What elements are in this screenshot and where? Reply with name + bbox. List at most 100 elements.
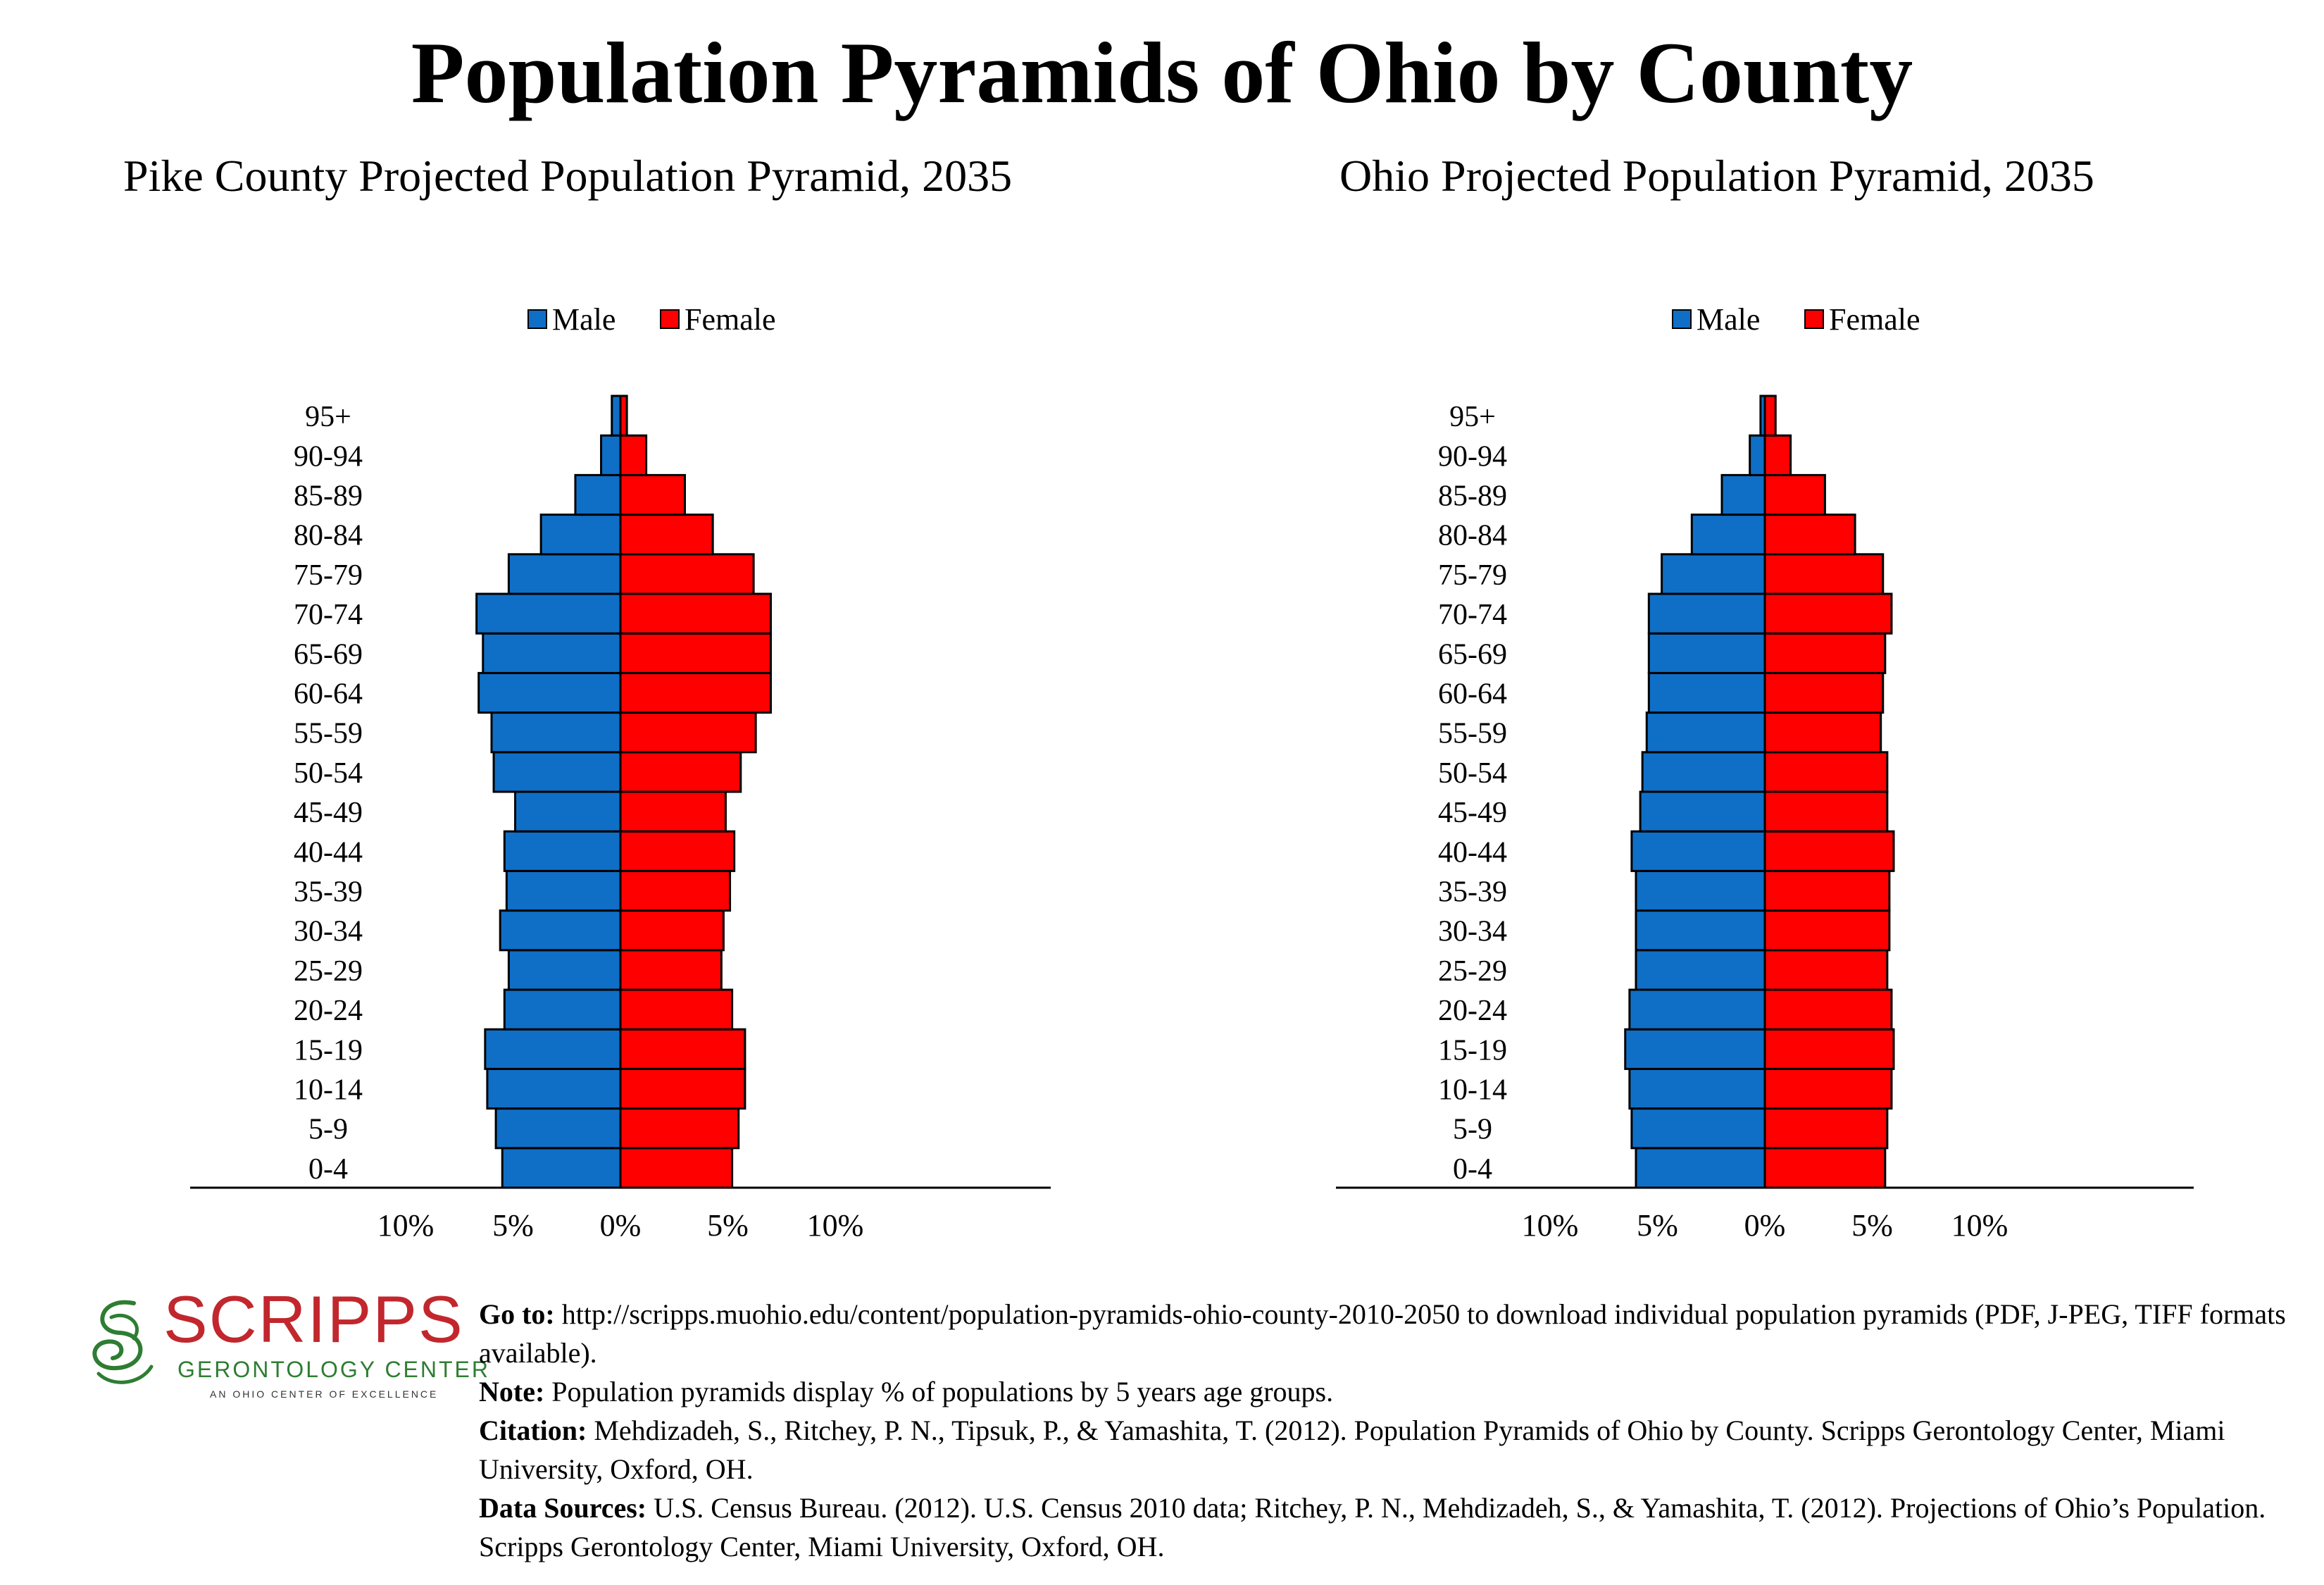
pike-tick-label-4: 10%	[807, 1208, 864, 1243]
pike-bar-male-30-34	[499, 909, 622, 952]
pike-age-label-50-54: 50-54	[294, 757, 363, 790]
ohio-age-label-75-79: 75-79	[1438, 559, 1507, 592]
ohio-age-label-5-9: 5-9	[1453, 1114, 1492, 1146]
ohio-bar-female-90-94	[1763, 434, 1792, 476]
pike-bar-female-5-9	[619, 1107, 740, 1150]
pike-bar-male-25-29	[507, 949, 622, 991]
scripps-logo: SCRIPPS GERONTOLOGY CENTER AN OHIO CENTE…	[85, 1286, 488, 1402]
ohio-bar-female-75-79	[1763, 553, 1885, 595]
pike-bar-male-10-14	[486, 1067, 622, 1110]
pike-bar-male-65-69	[482, 632, 622, 674]
pike-bar-female-95+	[619, 394, 628, 437]
pike-bar-female-0-4	[619, 1147, 734, 1189]
ohio-bar-male-25-29	[1635, 949, 1766, 991]
note-label: Note:	[479, 1376, 545, 1407]
ohio-bar-female-50-54	[1763, 751, 1889, 793]
scripps-swirl-icon	[92, 1300, 154, 1384]
ohio-bar-male-80-84	[1690, 514, 1766, 556]
pike-age-label-85-89: 85-89	[294, 480, 363, 513]
pike-legend-male-label: Male	[552, 302, 616, 337]
ohio-bar-female-80-84	[1763, 514, 1856, 556]
pike-bar-female-15-19	[619, 1028, 746, 1070]
ohio-bar-female-70-74	[1763, 592, 1893, 635]
pike-bar-male-75-79	[507, 553, 622, 595]
ohio-bar-male-40-44	[1630, 830, 1766, 872]
pike-age-label-55-59: 55-59	[294, 718, 363, 750]
ohio-age-label-55-59: 55-59	[1438, 718, 1507, 750]
pike-bar-female-20-24	[619, 988, 734, 1031]
ohio-bar-male-5-9	[1630, 1107, 1766, 1150]
goto-line: Go to: http://scripps.muohio.edu/content…	[479, 1295, 2310, 1372]
pike-age-label-40-44: 40-44	[294, 836, 363, 869]
pike-age-label-90-94: 90-94	[294, 440, 363, 473]
ohio-tick-label-0: 10%	[1522, 1208, 1579, 1243]
ohio-bar-male-55-59	[1645, 711, 1766, 754]
ohio-legend-male-label: Male	[1697, 302, 1760, 337]
ohio-bar-female-15-19	[1763, 1028, 1895, 1070]
pike-bar-male-85-89	[574, 473, 622, 516]
ohio-bar-male-35-39	[1635, 869, 1766, 912]
ohio-bar-male-0-4	[1635, 1147, 1766, 1189]
logo-subtitle: GERONTOLOGY CENTER	[177, 1357, 490, 1382]
pike-legend-female-label: Female	[685, 302, 776, 337]
pike-bar-female-30-34	[619, 909, 725, 952]
ohio-bar-female-45-49	[1763, 790, 1889, 833]
ohio-legend-male-swatch	[1672, 309, 1692, 329]
pike-age-label-60-64: 60-64	[294, 678, 363, 711]
pike-age-label-0-4: 0-4	[308, 1153, 348, 1186]
pike-age-label-75-79: 75-79	[294, 559, 363, 592]
ohio-bar-male-45-49	[1639, 790, 1766, 833]
pike-bar-male-55-59	[490, 711, 622, 754]
chart-title-pike: Pike County Projected Population Pyramid…	[123, 151, 1013, 201]
pike-bar-male-50-54	[492, 751, 622, 793]
pike-bar-male-95+	[611, 394, 622, 437]
pike-bar-female-75-79	[619, 553, 755, 595]
ohio-age-label-10-14: 10-14	[1438, 1074, 1507, 1107]
ohio-bar-female-55-59	[1763, 711, 1882, 754]
pike-legend-female-swatch	[660, 309, 680, 329]
ohio-age-label-40-44: 40-44	[1438, 836, 1507, 869]
pike-legend-male-swatch	[527, 309, 547, 329]
sources-label: Data Sources:	[479, 1492, 647, 1524]
pike-bar-male-80-84	[539, 514, 622, 556]
pike-age-label-10-14: 10-14	[294, 1074, 363, 1107]
pike-age-label-5-9: 5-9	[308, 1114, 348, 1146]
pike-bar-male-5-9	[494, 1107, 622, 1150]
pike-tick-label-1: 5%	[492, 1208, 534, 1243]
pike-age-label-70-74: 70-74	[294, 599, 363, 631]
ohio-tick-label-1: 5%	[1637, 1208, 1678, 1243]
pike-age-label-35-39: 35-39	[294, 876, 363, 909]
ohio-age-label-20-24: 20-24	[1438, 995, 1507, 1027]
ohio-bar-female-0-4	[1763, 1147, 1887, 1189]
ohio-bar-male-65-69	[1647, 632, 1766, 674]
note-text: Population pyramids display % of populat…	[544, 1376, 1334, 1407]
ohio-bar-female-25-29	[1763, 949, 1889, 991]
ohio-age-label-45-49: 45-49	[1438, 797, 1507, 829]
citation-label: Citation:	[479, 1415, 587, 1446]
ohio-bar-male-75-79	[1661, 553, 1766, 595]
ohio-age-label-80-84: 80-84	[1438, 520, 1507, 552]
pike-bar-male-40-44	[503, 830, 622, 872]
ohio-age-label-50-54: 50-54	[1438, 757, 1507, 790]
pike-age-label-80-84: 80-84	[294, 520, 363, 552]
citation-text: Mehdizadeh, S., Ritchey, P. N., Tipsuk, …	[479, 1415, 2225, 1485]
pike-bar-male-45-49	[514, 790, 622, 833]
pike-bar-male-35-39	[505, 869, 622, 912]
ohio-age-label-30-34: 30-34	[1438, 916, 1507, 948]
pike-bar-female-70-74	[619, 592, 772, 635]
pike-bar-female-50-54	[619, 751, 742, 793]
pike-bar-male-0-4	[501, 1147, 622, 1189]
footer-notes: Go to: http://scripps.muohio.edu/content…	[479, 1295, 2310, 1566]
ohio-bar-male-85-89	[1720, 473, 1766, 516]
ohio-legend-female-label: Female	[1829, 302, 1920, 337]
pike-age-label-15-19: 15-19	[294, 1034, 363, 1067]
logo-tagline: AN OHIO CENTER OF EXCELLENCE	[210, 1388, 439, 1400]
ohio-tick-label-4: 10%	[1951, 1208, 2008, 1243]
ohio-bar-female-35-39	[1763, 869, 1891, 912]
pike-bar-male-70-74	[475, 592, 622, 635]
logo-wordmark: SCRIPPS	[163, 1282, 464, 1356]
ohio-bar-female-10-14	[1763, 1067, 1893, 1110]
pike-bar-female-85-89	[619, 473, 686, 516]
goto-label: Go to:	[479, 1298, 555, 1330]
pike-bar-female-35-39	[619, 869, 732, 912]
